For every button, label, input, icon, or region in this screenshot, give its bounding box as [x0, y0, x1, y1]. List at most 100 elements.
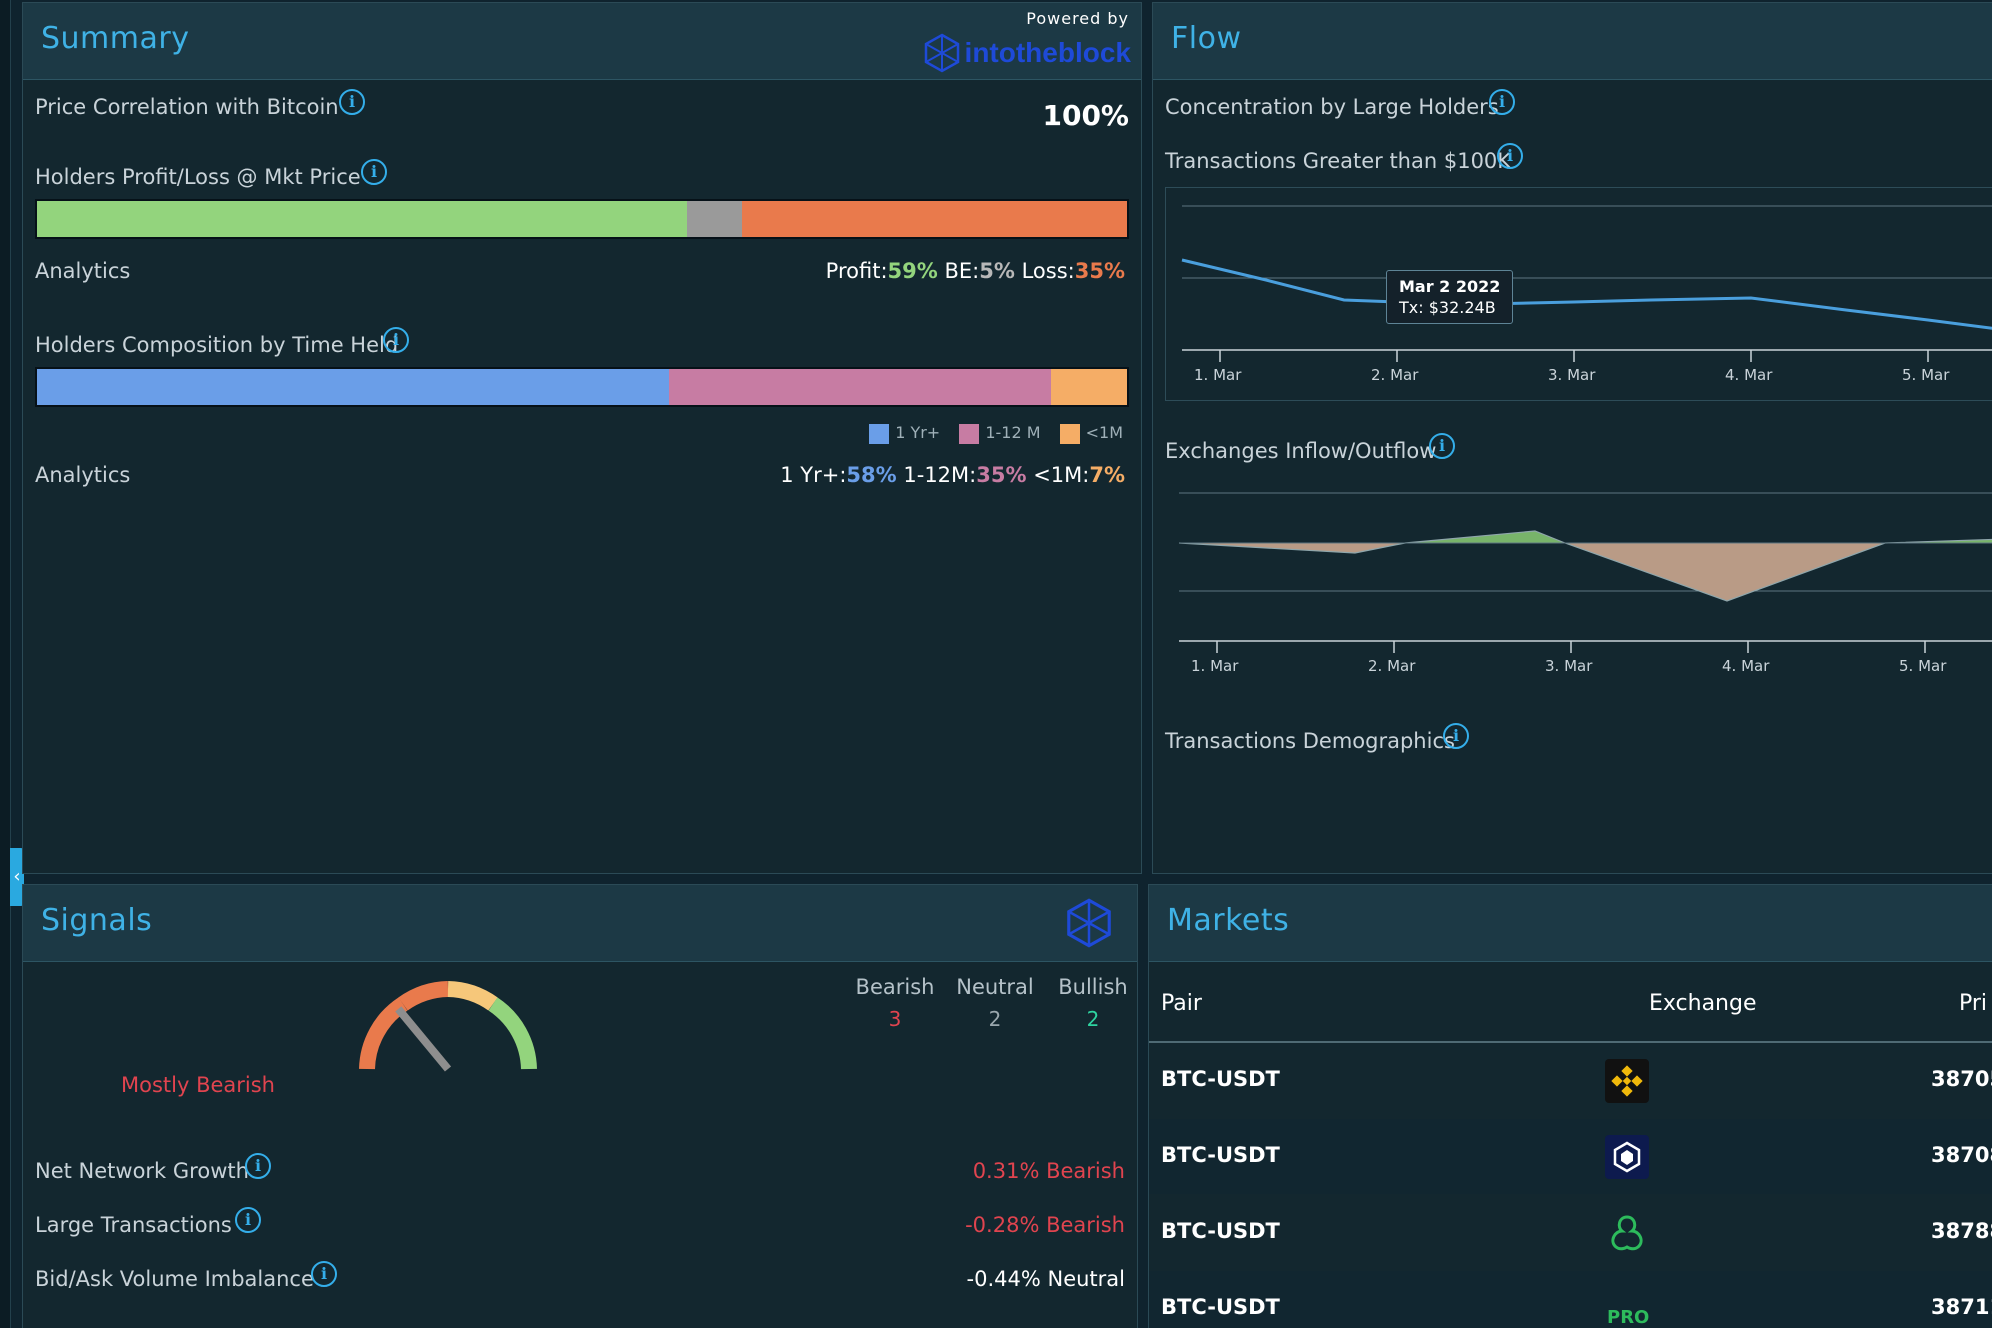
- large-tx-label: Transactions Greater than $100K: [1165, 149, 1512, 173]
- yr-value: 58%: [846, 463, 897, 487]
- x-tick: 1. Mar: [1194, 366, 1242, 384]
- net-flow-line: [1178, 530, 1992, 602]
- lt-value: 7%: [1089, 463, 1125, 487]
- x-tick: 2. Mar: [1371, 366, 1419, 384]
- outflow-area: [1179, 543, 1405, 553]
- large-transactions-value: -0.28% Bearish: [965, 1213, 1125, 1237]
- info-icon[interactable]: i: [245, 1153, 271, 1179]
- be-value: 5%: [979, 259, 1015, 283]
- less-than-one-month-segment: [1050, 369, 1127, 405]
- table-row[interactable]: BTC-USDT 38708: [1149, 1119, 1992, 1194]
- transactions-chart: 1. Mar 2. Mar 3. Mar 4. Mar 5. Mar Mar 2…: [1165, 187, 1992, 401]
- legend-item[interactable]: <1M: [1059, 423, 1123, 444]
- summary-title: Summary: [41, 21, 190, 56]
- powered-by-text: Powered by: [1026, 9, 1129, 28]
- tooltip-value: Tx: $32.24B: [1399, 298, 1496, 317]
- m-label: 1-12M:: [903, 463, 977, 487]
- loss-segment: [741, 201, 1127, 237]
- time-held-legend: 1 Yr+ 1-12 M <1M: [855, 423, 1123, 444]
- price-cell: 38711: [1931, 1295, 1992, 1319]
- outflow-area: [1565, 543, 1885, 601]
- markets-panel: Markets Pair Exchange Pri BTC-USDT 38705…: [1148, 884, 1992, 1328]
- info-icon[interactable]: i: [383, 327, 409, 353]
- net-network-growth-value: 0.31% Bearish: [972, 1159, 1125, 1183]
- time-held-analytics: 1 Yr+:58% 1-12M:35% <1M:7%: [780, 463, 1125, 487]
- one-year-plus-segment: [37, 369, 670, 405]
- price-correlation-label: Price Correlation with Bitcoin: [35, 95, 339, 119]
- signals-title: Signals: [41, 903, 153, 938]
- x-tick: 5. Mar: [1899, 657, 1947, 675]
- bearish-label: Bearish: [855, 975, 935, 999]
- price-cell: 38705: [1931, 1067, 1992, 1091]
- markets-header: Markets: [1149, 885, 1992, 962]
- bearish-count: 3: [888, 1007, 902, 1031]
- changelly-pro-icon: PRO: [1605, 1287, 1649, 1328]
- intotheblock-cube-icon: [924, 33, 959, 73]
- signals-status: Mostly Bearish: [121, 1073, 275, 1097]
- x-tick: 5. Mar: [1902, 366, 1950, 384]
- summary-panel: Summary Powered by intotheblock Price Co…: [22, 2, 1142, 874]
- intotheblock-cube-icon[interactable]: [1065, 897, 1113, 949]
- info-icon[interactable]: i: [339, 89, 365, 115]
- bid-ask-imbalance-value: -0.44% Neutral: [966, 1267, 1125, 1291]
- concentration-label: Concentration by Large Holders: [1165, 95, 1499, 119]
- x-tick: 3. Mar: [1548, 366, 1596, 384]
- pair-cell: BTC-USDT: [1161, 1295, 1280, 1319]
- gauge-needle: [395, 1006, 452, 1072]
- price-cell: 38708: [1931, 1143, 1992, 1167]
- signals-header: Signals: [23, 885, 1137, 962]
- pair-cell: BTC-USDT: [1161, 1143, 1280, 1167]
- pair-cell: BTC-USDT: [1161, 1219, 1280, 1243]
- pair-cell: BTC-USDT: [1161, 1067, 1280, 1091]
- info-icon[interactable]: i: [1497, 143, 1523, 169]
- x-tick: 3. Mar: [1545, 657, 1593, 675]
- x-tick: 4. Mar: [1722, 657, 1770, 675]
- markets-table-header: Pair Exchange Pri: [1149, 981, 1992, 1043]
- profit-loss-analytics: Profit:59% BE:5% Loss:35%: [826, 259, 1125, 283]
- yr-label: 1 Yr+:: [780, 463, 847, 487]
- legend-item[interactable]: 1-12 M: [959, 423, 1041, 444]
- summary-header: Summary Powered by intotheblock: [23, 3, 1141, 80]
- profit-label: Profit:: [825, 259, 888, 283]
- table-row[interactable]: BTC-USDT 38788: [1149, 1195, 1992, 1270]
- profit-loss-bar: [35, 199, 1129, 239]
- legend-label: 1-12 M: [985, 423, 1041, 442]
- time-held-label: Holders Composition by Time Held: [35, 333, 399, 357]
- markets-title: Markets: [1167, 903, 1290, 938]
- col-pair[interactable]: Pair: [1161, 991, 1202, 1016]
- col-price[interactable]: Pri: [1959, 991, 1988, 1016]
- inflow-area: [1405, 531, 1565, 543]
- lt-label: <1M:: [1033, 463, 1090, 487]
- col-exchange[interactable]: Exchange: [1649, 991, 1757, 1016]
- info-icon[interactable]: i: [311, 1261, 337, 1287]
- info-icon[interactable]: i: [361, 159, 387, 185]
- bullish-count: 2: [1086, 1007, 1100, 1031]
- profit-segment: [37, 201, 687, 237]
- info-icon[interactable]: i: [235, 1207, 261, 1233]
- signals-panel: Signals Mostly Bearish Bearish 3 Neutral…: [22, 884, 1138, 1328]
- one-to-twelve-months-segment: [669, 369, 1051, 405]
- large-transactions-label: Large Transactions: [35, 1213, 232, 1237]
- crypto-com-icon: [1605, 1135, 1649, 1179]
- info-icon[interactable]: i: [1429, 433, 1455, 459]
- intotheblock-logo[interactable]: intotheblock: [923, 33, 1131, 73]
- price-cell: 38788: [1931, 1219, 1992, 1243]
- info-icon[interactable]: i: [1443, 723, 1469, 749]
- svg-text:PRO: PRO: [1607, 1307, 1649, 1328]
- table-row[interactable]: BTC-USDT PRO 38711: [1149, 1271, 1992, 1328]
- left-edge-strip: [0, 0, 11, 1328]
- net-network-growth-label: Net Network Growth: [35, 1159, 249, 1183]
- inflow-outflow-label: Exchanges Inflow/Outflow: [1165, 439, 1437, 463]
- collapse-sidebar-button[interactable]: ‹: [10, 848, 24, 906]
- flow-title: Flow: [1171, 21, 1242, 56]
- legend-item[interactable]: 1 Yr+: [869, 423, 940, 444]
- breakeven-segment: [686, 201, 742, 237]
- intotheblock-wordmark: intotheblock: [964, 37, 1131, 68]
- info-icon[interactable]: i: [1489, 89, 1515, 115]
- inflow-outflow-chart-svg: [1178, 492, 1992, 653]
- bullish-label: Bullish: [1058, 975, 1128, 999]
- loss-label: Loss:: [1021, 259, 1075, 283]
- table-row[interactable]: BTC-USDT 38705: [1149, 1043, 1992, 1118]
- analytics-label: Analytics: [35, 259, 131, 283]
- transactions-chart-svg: [1181, 205, 1992, 362]
